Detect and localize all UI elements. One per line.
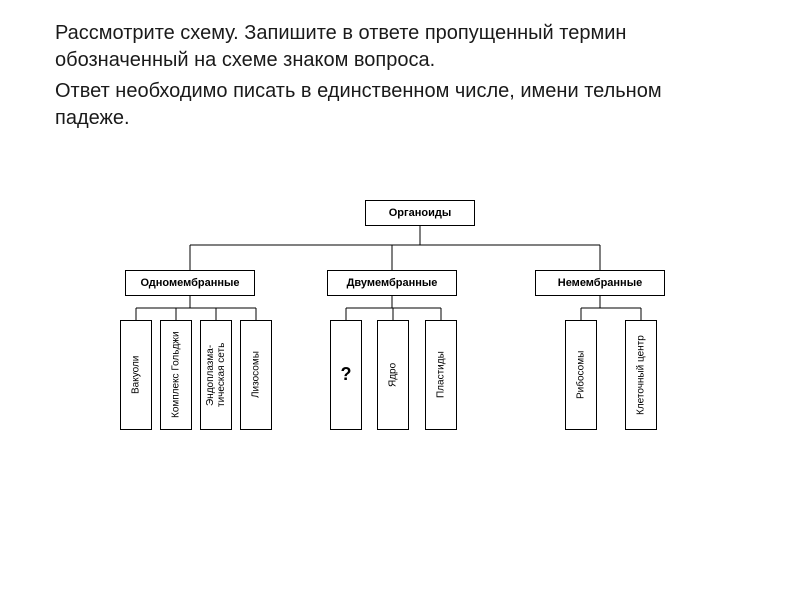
category-node: Одномембранные bbox=[125, 270, 255, 296]
leaf-node-missing: ? bbox=[330, 320, 362, 430]
leaf-node: Комплекс Гольджи bbox=[160, 320, 192, 430]
instruction-line2: Ответ необходимо писать в единственном ч… bbox=[55, 78, 675, 132]
leaf-node: Ядро bbox=[377, 320, 409, 430]
leaf-node: Рибосомы bbox=[565, 320, 597, 430]
root-node: Органоиды bbox=[365, 200, 475, 226]
leaf-label: Рибосомы bbox=[576, 351, 587, 399]
organelle-tree-diagram: Органоиды Одномембранные Двумембранные Н… bbox=[95, 200, 715, 530]
leaf-node: Пластиды bbox=[425, 320, 457, 430]
category-label: Немембранные bbox=[558, 277, 642, 289]
leaf-label: Ядро bbox=[388, 363, 399, 387]
category-node: Двумембранные bbox=[327, 270, 457, 296]
category-label: Двумембранные bbox=[347, 277, 438, 289]
category-node: Немембранные bbox=[535, 270, 665, 296]
leaf-label: ? bbox=[341, 365, 352, 385]
leaf-label: Пластиды bbox=[436, 352, 447, 399]
root-label: Органоиды bbox=[389, 207, 451, 219]
leaf-node: Лизосомы bbox=[240, 320, 272, 430]
leaf-node: Клеточный центр bbox=[625, 320, 657, 430]
leaf-node: Эндоплазма-тическая сеть bbox=[200, 320, 232, 430]
instruction-line1: Рассмотрите схему. Запишите в ответе про… bbox=[55, 20, 675, 74]
instruction-text: Рассмотрите схему. Запишите в ответе про… bbox=[55, 20, 675, 136]
leaf-label: Эндоплазма-тическая сеть bbox=[205, 325, 227, 425]
leaf-label: Комплекс Гольджи bbox=[171, 332, 182, 419]
leaf-label: Клеточный центр bbox=[636, 335, 647, 415]
category-label: Одномембранные bbox=[140, 277, 239, 289]
leaf-node: Вакуоли bbox=[120, 320, 152, 430]
leaf-label: Вакуоли bbox=[131, 356, 142, 394]
leaf-label: Лизосомы bbox=[251, 352, 262, 399]
